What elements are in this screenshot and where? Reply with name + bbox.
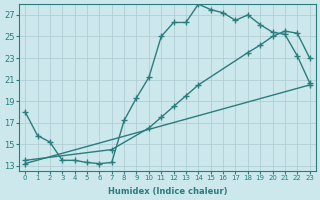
X-axis label: Humidex (Indice chaleur): Humidex (Indice chaleur)	[108, 187, 227, 196]
